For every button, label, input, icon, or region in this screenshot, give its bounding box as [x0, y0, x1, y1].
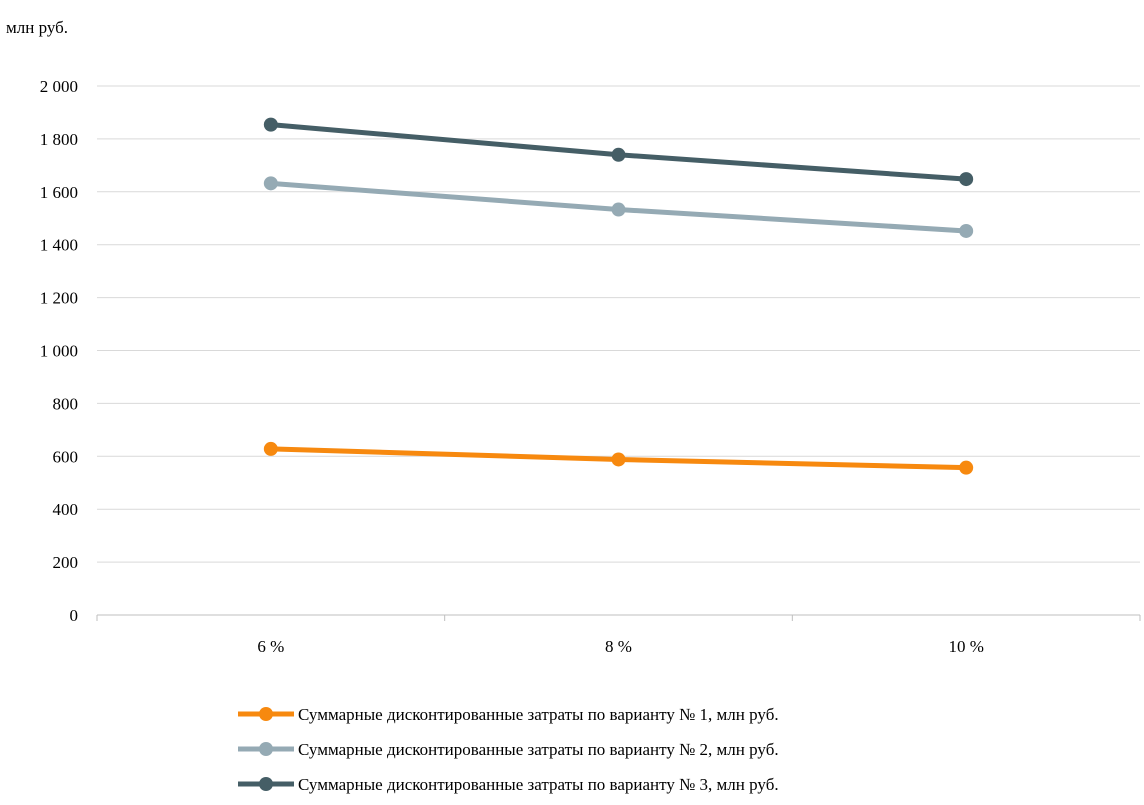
gridlines [97, 85, 1140, 616]
y-tick-label: 1 200 [40, 289, 78, 308]
legend-marker-1 [259, 707, 273, 721]
data-point [611, 452, 626, 467]
y-tick-label: 1 600 [40, 183, 78, 202]
y-tick-label: 1 400 [40, 236, 78, 255]
y-tick-label: 200 [53, 553, 79, 572]
data-point [611, 202, 626, 217]
y-axis-ticks: 0 200 400 600 800 1 000 1 200 1 400 1 600 1 800 2 … [40, 77, 78, 625]
x-tick-label: 10 % [948, 637, 983, 656]
y-tick-label: 2 000 [40, 77, 78, 96]
y-tick-label: 0 [70, 606, 79, 625]
x-tick-label: 6 % [257, 637, 284, 656]
data-point [263, 176, 278, 191]
y-tick-label: 400 [53, 500, 79, 519]
legend-label-3: Суммарные дисконтированные затраты по ва… [298, 775, 779, 794]
legend-label-2: Суммарные дисконтированные затраты по ва… [298, 740, 779, 759]
legend: Суммарные дисконтированные затраты по ва… [238, 705, 779, 794]
y-tick-label: 1 800 [40, 130, 78, 149]
y-tick-label: 600 [53, 447, 79, 466]
series-group [263, 117, 974, 475]
legend-marker-3 [259, 777, 273, 791]
data-point [263, 441, 278, 456]
y-axis-unit-label: млн руб. [6, 18, 69, 37]
y-tick-label: 800 [53, 394, 79, 413]
data-point [959, 460, 974, 475]
data-point [611, 147, 626, 162]
legend-marker-2 [259, 742, 273, 756]
data-point [263, 117, 278, 132]
x-tick-label: 8 % [605, 637, 632, 656]
data-point [959, 223, 974, 238]
data-point [959, 172, 974, 187]
y-tick-label: 1 000 [40, 342, 78, 361]
x-axis: 6 % 8 % 10 % [96, 615, 1141, 656]
legend-label-1: Суммарные дисконтированные затраты по ва… [298, 705, 779, 724]
